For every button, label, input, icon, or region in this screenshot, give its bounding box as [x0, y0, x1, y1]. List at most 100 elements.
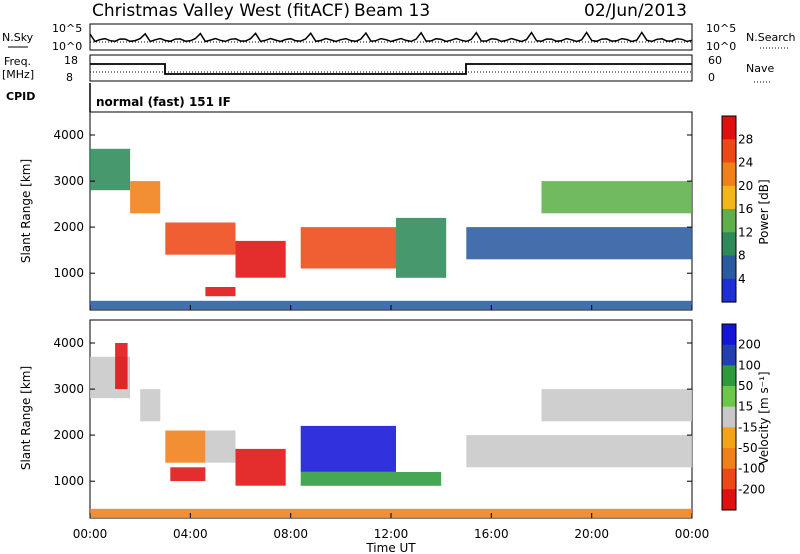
power-region-1: [130, 181, 161, 214]
velocity-region-2: [140, 389, 161, 422]
power-ytick-1000: 1000: [53, 266, 84, 280]
freq-trace: [90, 63, 692, 75]
freq-label-line1: Freq.: [4, 55, 31, 68]
colorbar-tick-label: -15: [738, 420, 758, 434]
colorbar-frame: [721, 323, 737, 511]
colorbar-segment: [722, 406, 736, 428]
colorbar-segment: [722, 427, 736, 449]
power-colorbar-label: Power [dB]: [757, 179, 771, 244]
colorbar-segment: [722, 468, 736, 490]
colorbar-segment: [722, 116, 736, 140]
power-region-7: [466, 227, 693, 260]
power-region-4: [205, 287, 236, 297]
velocity-region-5: [235, 448, 286, 486]
velocity-region-9: [466, 435, 693, 468]
nsky-trace: [89, 31, 693, 43]
freq-panel: [89, 54, 693, 82]
power-region-5: [300, 227, 396, 269]
colorbar-segment: [722, 489, 736, 511]
power-yticks: 4000 3000 2000 1000: [53, 128, 84, 280]
colorbar-segment: [722, 365, 736, 387]
colorbar-tick-label: 12: [738, 225, 753, 239]
colorbar-segment: [722, 386, 736, 408]
colorbar-segment: [722, 278, 736, 303]
colorbar-tick-label: 20: [738, 179, 753, 193]
colorbar-tick-label: 8: [738, 249, 746, 263]
xtick-2000: 20:00: [574, 527, 609, 541]
velocity-ytick-4000: 4000: [53, 336, 84, 350]
velocity-ytick-3000: 3000: [53, 382, 84, 396]
velocity-region-10: [541, 389, 692, 422]
plot-title: Christmas Valley West (fitACF): [92, 1, 350, 21]
colorbar-segment: [722, 185, 736, 210]
colorbar-tick-label: 50: [738, 379, 753, 393]
colorbar-tick-label: 100: [738, 358, 761, 372]
colorbar-tick-label: -50: [738, 441, 758, 455]
velocity-region-3: [165, 430, 206, 463]
colorbar-tick-label: 4: [738, 272, 746, 286]
nsky-tick-bottom: 10^0: [52, 40, 82, 53]
power-ytick-4000: 4000: [53, 128, 84, 142]
velocity-ytick-1000: 1000: [53, 474, 84, 488]
colorbar-tick-label: -100: [738, 462, 765, 476]
colorbar-segment: [722, 232, 736, 257]
colorbar-frame: [721, 115, 737, 303]
cpid-label: CPID: [6, 90, 35, 103]
power-data-layer: [89, 134, 693, 310]
cpid-text: normal (fast) 151 IF: [96, 95, 231, 109]
velocity-ytick-2000: 2000: [53, 428, 84, 442]
date-label: 02/Jun/2013: [584, 1, 687, 21]
colorbar-segment: [722, 324, 736, 346]
freq-tick-bottom: 8: [66, 71, 73, 84]
colorbar-tick-label: 200: [738, 338, 761, 352]
velocity-region-7: [300, 425, 396, 472]
velocity-colorbar-label: Velocity [m s⁻¹]: [757, 371, 771, 464]
colorbar-segment: [722, 448, 736, 470]
freq-label-line2: [MHz]: [2, 68, 34, 81]
power-colorbar: 28 24 20 16 12 8 4: [721, 115, 753, 303]
power-region-8: [541, 181, 692, 214]
xtick-2400: 00:00: [675, 527, 710, 541]
nave-label: Nave: [746, 62, 774, 75]
xtick-0800: 08:00: [273, 527, 308, 541]
nsky-label: N.Sky: [2, 31, 34, 44]
velocity-region-8: [300, 472, 442, 486]
power-ylabel: Slant Range [km]: [19, 159, 33, 263]
xtick-1200: 12:00: [374, 527, 409, 541]
nsky-tick-top: 10^5: [52, 22, 82, 35]
freq-tick-top: 18: [64, 54, 78, 67]
x-axis: 00:00 04:00 08:00 12:00 16:00 20:00 00:0…: [73, 527, 710, 541]
velocity-colorbar: 200 100 50 15 -15 -50 -100 -200: [721, 323, 765, 511]
colorbar-segment: [722, 344, 736, 366]
velocity-region-1: [115, 343, 128, 389]
x-axis-label: Time UT: [365, 541, 416, 554]
colorbar-tick-label: 24: [738, 156, 753, 170]
velocity-ylabel: Slant Range [km]: [19, 366, 33, 470]
power-region-2: [165, 222, 236, 255]
colorbar-segment: [722, 209, 736, 233]
colorbar-tick-label: -200: [738, 482, 765, 496]
xtick-0400: 04:00: [173, 527, 208, 541]
xtick-1600: 16:00: [474, 527, 509, 541]
power-region-0: [90, 148, 131, 191]
power-region-6: [396, 217, 447, 278]
nsky-right-tick-bottom: 10^0: [706, 40, 736, 53]
colorbar-tick-label: 15: [738, 400, 753, 414]
velocity-yticks: 4000 3000 2000 1000: [53, 336, 84, 488]
nave-tick-bottom: 0: [708, 71, 715, 84]
power-region-3: [235, 240, 286, 278]
beam-label: Beam 13: [354, 1, 430, 21]
colorbar-tick-label: 16: [738, 202, 753, 216]
nsky-right-tick-top: 10^5: [706, 22, 736, 35]
velocity-region-6: [170, 467, 206, 482]
power-ytick-2000: 2000: [53, 220, 84, 234]
colorbar-tick-label: 28: [738, 132, 753, 146]
colorbar-segment: [722, 139, 736, 164]
xtick-0000: 00:00: [73, 527, 108, 541]
nsky-panel: [89, 23, 693, 51]
colorbar-segment: [722, 255, 736, 280]
power-ytick-3000: 3000: [53, 174, 84, 188]
nsearch-label: N.Search: [746, 31, 796, 44]
velocity-region-4: [205, 430, 236, 463]
